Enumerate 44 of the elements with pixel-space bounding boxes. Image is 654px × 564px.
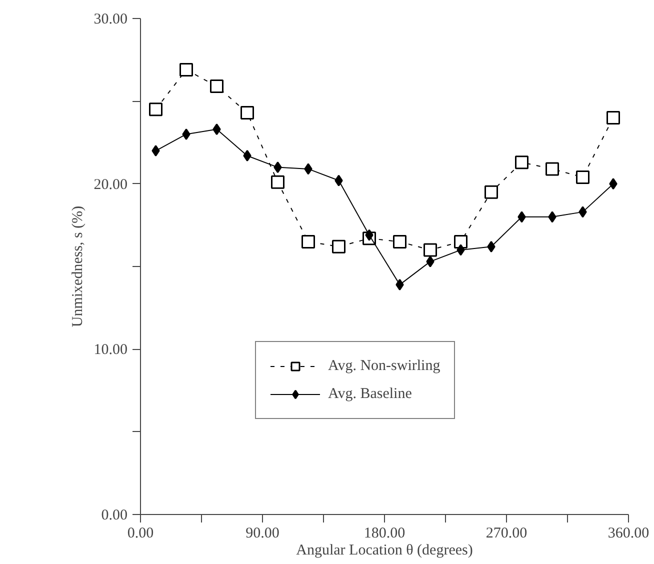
y-tick-label: 0.00	[101, 508, 128, 524]
point	[456, 244, 465, 256]
y-axis-title: Unmixedness, s (%)	[70, 206, 86, 328]
x-tick-label: 270.00	[486, 526, 528, 542]
point	[484, 185, 498, 199]
point	[243, 150, 252, 162]
point	[546, 162, 559, 176]
point	[396, 278, 404, 290]
point	[606, 110, 620, 124]
point	[609, 178, 618, 190]
x-tick-label: 0.00	[127, 526, 154, 542]
point	[149, 102, 162, 116]
point	[576, 170, 590, 184]
point	[271, 175, 284, 189]
point	[332, 240, 346, 254]
point	[182, 128, 190, 140]
point	[334, 174, 343, 186]
point	[212, 124, 221, 136]
point	[426, 256, 434, 268]
point	[515, 156, 528, 170]
point	[304, 163, 312, 175]
point	[240, 106, 254, 120]
y-tick-label: 30.00	[94, 12, 128, 28]
point	[152, 145, 160, 157]
point	[210, 80, 224, 94]
y-tick-label: 20.00	[94, 176, 128, 193]
x-tick-label: 360.00	[608, 526, 650, 542]
legend-label: Avg. Non-swirling	[328, 358, 440, 374]
x-tick-label: 90.00	[246, 526, 280, 542]
x-axis-title: Angular Location θ (degrees)	[296, 542, 473, 558]
point	[424, 243, 437, 257]
point	[454, 234, 468, 248]
legend-label: Avg. Baseline	[328, 386, 412, 402]
y-tick-label: 10.00	[94, 342, 128, 358]
point	[548, 211, 556, 223]
point	[487, 240, 496, 252]
point	[180, 63, 193, 77]
point	[302, 234, 315, 248]
point	[393, 234, 406, 248]
x-tick-label: 180.00	[364, 526, 406, 542]
point	[274, 162, 282, 174]
point	[518, 211, 526, 223]
point	[365, 229, 374, 241]
point	[578, 206, 587, 218]
